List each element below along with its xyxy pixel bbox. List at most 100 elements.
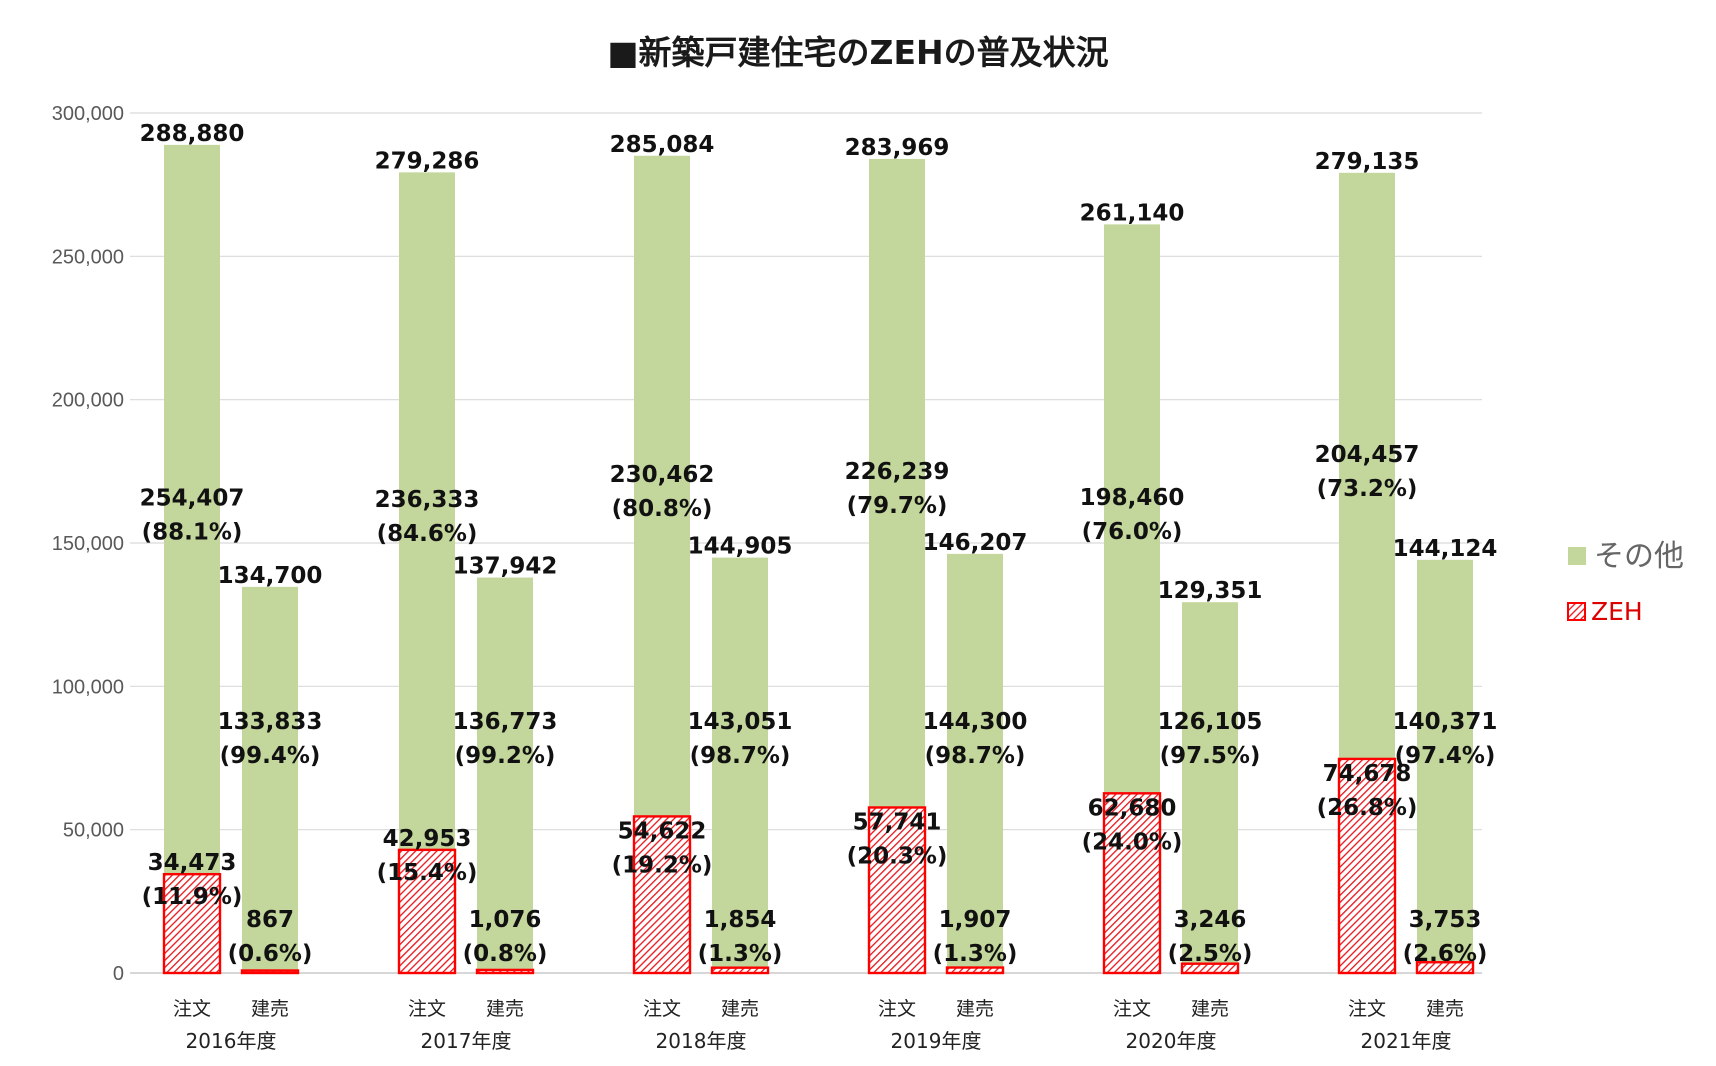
- total-label: 137,942: [453, 554, 558, 580]
- category-label: 注文: [173, 998, 211, 1020]
- other-value-label: 230,462: [610, 462, 715, 488]
- legend: その他 ZEH: [1567, 539, 1684, 626]
- x-axis-categories: 注文 建売 2016年度 注文 建売 2017年度 注文 建売 2018年度 注文 建売 2019年度…: [173, 998, 1464, 1053]
- category-label: 注文: [1113, 998, 1151, 1020]
- year-label: 2017年度: [421, 1029, 512, 1053]
- other-pct-label: (97.5%): [1160, 743, 1261, 769]
- bar-zeh-segment: [475, 968, 535, 975]
- total-label: 279,286: [375, 148, 480, 174]
- y-tick-label: 0: [113, 963, 124, 985]
- bar-zeh-segment: [867, 806, 927, 975]
- total-label: 288,880: [140, 121, 245, 147]
- zeh-pct-label: (2.5%): [1168, 941, 1253, 967]
- bar-other-segment: [1417, 559, 1473, 963]
- zeh-pct-label: (0.6%): [228, 941, 313, 967]
- y-tick-label: 150,000: [52, 533, 124, 555]
- zeh-pct-label: (11.9%): [142, 884, 243, 910]
- bar-zeh-segment: [710, 966, 770, 975]
- zeh-value-label: 1,854: [704, 907, 777, 933]
- total-label: 279,135: [1315, 149, 1420, 175]
- category-label: 注文: [1348, 998, 1386, 1020]
- zeh-value-label: 62,680: [1088, 795, 1177, 821]
- bar-zeh-segment: [162, 872, 222, 975]
- category-label: 建売: [721, 998, 759, 1020]
- other-value-label: 126,105: [1158, 709, 1263, 735]
- bar-zeh-segment: [1180, 962, 1240, 975]
- total-label: 146,207: [923, 530, 1028, 556]
- bar-zeh-segment: [1337, 757, 1397, 975]
- bar-other-segment: [869, 158, 925, 808]
- other-value-label: 144,300: [923, 709, 1028, 735]
- zeh-pct-label: (0.8%): [463, 941, 548, 967]
- zeh-value-label: 3,246: [1174, 907, 1247, 933]
- bar-other-segment: [1182, 602, 1238, 964]
- gridlines: [130, 112, 1482, 974]
- zeh-value-label: 1,907: [939, 907, 1012, 933]
- category-label: 建売: [251, 998, 289, 1020]
- other-pct-label: (99.2%): [455, 743, 556, 769]
- other-value-label: 136,773: [453, 709, 558, 735]
- other-pct-label: (97.4%): [1395, 743, 1496, 769]
- total-label: 134,700: [218, 563, 323, 589]
- bar-other-segment: [1104, 224, 1160, 794]
- y-tick-label: 200,000: [52, 390, 124, 412]
- legend-swatch-zeh: [1567, 602, 1586, 621]
- y-axis-ticks: 0 50,000 100,000 150,000 200,000 250,000 300,0…: [52, 103, 124, 985]
- other-value-label: 133,833: [218, 709, 323, 735]
- category-label: 注文: [878, 998, 916, 1020]
- other-pct-label: (79.7%): [847, 493, 948, 519]
- category-label: 建売: [486, 998, 524, 1020]
- other-value-label: 140,371: [1393, 709, 1498, 735]
- other-pct-label: (73.2%): [1317, 476, 1418, 502]
- bar-other-segment: [712, 557, 768, 968]
- total-label: 285,084: [610, 132, 715, 158]
- zeh-pct-label: (24.0%): [1082, 829, 1183, 855]
- zeh-value-label: 3,753: [1409, 907, 1482, 933]
- other-pct-label: (88.1%): [142, 520, 243, 546]
- bar-zeh-segment: [1415, 961, 1475, 975]
- zeh-pct-label: (26.8%): [1317, 795, 1418, 821]
- bar-zeh-segment: [1102, 792, 1162, 975]
- zeh-value-label: 54,622: [618, 818, 707, 844]
- zeh-pct-label: (19.2%): [612, 852, 713, 878]
- data-labels: 288,880 254,407 (88.1%) 34,473 (11.9%) 134,70…: [140, 121, 1498, 967]
- category-label: 建売: [956, 998, 994, 1020]
- zeh-value-label: 74,678: [1323, 761, 1412, 787]
- other-pct-label: (98.7%): [690, 743, 791, 769]
- bar-zeh-segment: [945, 966, 1005, 975]
- total-label: 129,351: [1158, 578, 1263, 604]
- zeh-pct-label: (1.3%): [698, 941, 783, 967]
- year-label: 2021年度: [1361, 1029, 1452, 1053]
- zeh-value-label: 1,076: [469, 907, 542, 933]
- other-pct-label: (84.6%): [377, 521, 478, 547]
- year-label: 2019年度: [891, 1029, 982, 1053]
- other-value-label: 236,333: [375, 487, 480, 513]
- zeh-pct-label: (20.3%): [847, 843, 948, 869]
- year-label: 2016年度: [186, 1029, 277, 1053]
- other-value-label: 254,407: [140, 486, 245, 512]
- category-label: 建売: [1426, 998, 1464, 1020]
- other-pct-label: (99.4%): [220, 743, 321, 769]
- total-label: 283,969: [845, 135, 950, 161]
- year-label: 2020年度: [1126, 1029, 1217, 1053]
- bar-other-segment: [164, 144, 220, 875]
- other-pct-label: (76.0%): [1082, 519, 1183, 545]
- legend-swatch-other: [1568, 547, 1586, 565]
- other-pct-label: (80.8%): [612, 496, 713, 522]
- other-value-label: 143,051: [688, 709, 793, 735]
- bar-zeh-segment: [632, 815, 692, 975]
- bar-other-segment: [399, 172, 455, 850]
- zeh-value-label: 34,473: [148, 850, 237, 876]
- bar-other-segment: [242, 586, 298, 971]
- bar-zeh-segment: [240, 969, 300, 975]
- total-label: 261,140: [1080, 200, 1185, 226]
- bars: [162, 144, 1475, 975]
- category-label: 注文: [643, 998, 681, 1020]
- bar-other-segment: [947, 553, 1003, 968]
- bar-other-segment: [634, 155, 690, 817]
- other-value-label: 226,239: [845, 459, 950, 485]
- bar-other-segment: [477, 577, 533, 970]
- legend-label-other: その他: [1594, 539, 1684, 574]
- zeh-pct-label: (2.6%): [1403, 941, 1488, 967]
